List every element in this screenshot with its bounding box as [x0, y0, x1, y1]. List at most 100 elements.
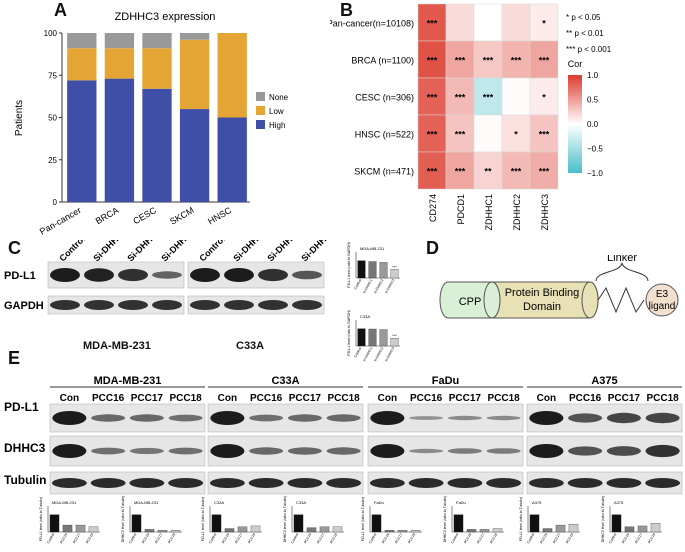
panel-a-bar-none-2 [142, 33, 172, 49]
panel-e-quant-pdl1-3-bar [568, 524, 579, 533]
panel-a-legend-swatch-none [256, 92, 265, 101]
panel-e-quant-dhhc3-0-ylabel: DHHC3 level (ratio to Tubulin) [121, 496, 125, 543]
panel-e-quant-pdl1-3-xtick-label: PCC17 [552, 532, 561, 544]
panel-a-legend-swatch-high [256, 120, 265, 129]
panel-b-cell-4-4 [529, 151, 559, 190]
panel-e-quant-pdl1-1-xtick-label: PCC16 [221, 532, 230, 544]
linker-brace [595, 262, 649, 282]
panel-e-blot-tubulin [207, 471, 364, 495]
panel-e-lane-label: Con [537, 393, 556, 404]
panel-c-band-gapdh [118, 300, 148, 310]
panel-b-cell-3-4 [529, 114, 559, 153]
panel-a-xtick-label: Pan-cancer [38, 205, 83, 237]
panel-b-cell-0-1 [445, 3, 475, 42]
panel-e-band-pdl1 [409, 416, 444, 420]
panel-c-letter: C [8, 238, 21, 258]
panel-b-sig-label: *** [483, 93, 494, 103]
cpp-segment [439, 281, 501, 319]
panel-e-quant-pdl1-0-title: MDA-MB-231 [52, 500, 77, 505]
panel-b-cell-2-2 [473, 77, 503, 116]
panel-e-lane-label: PCC18 [328, 393, 361, 404]
panel-e-lane-label: PCC17 [449, 393, 482, 404]
panel-e-quant-dhhc3-0-xtick-label: PCC17 [154, 532, 163, 544]
panel-e-band-dhhc3 [370, 444, 405, 458]
panel-c-band-pdl1 [190, 268, 220, 282]
panel-e-quant-pdl1-2-bar [371, 514, 382, 533]
panel-c-protein-pdl1: PD-L1 [4, 270, 36, 282]
panel-e-quant-dhhc3-3-xtick-label: PCC18 [647, 532, 656, 544]
panel-b-cell-0-4 [529, 3, 559, 42]
panel-e-quant-dhhc3-1-xtick-label: PCC17 [316, 532, 325, 544]
panel-c-quant-c33a-bar [390, 338, 399, 347]
panel-b-cell-4-1 [445, 151, 475, 190]
panel-c-quant-mda-bar [379, 262, 388, 279]
panel-e-quant-pdl1-1-xtick-label: PCC17 [234, 532, 243, 544]
panel-e-quant-pdl1-0-bar [49, 514, 60, 533]
panel-e-lane-label: PCC18 [170, 393, 203, 404]
panel-e-quant-pdl1-2-xtick-label: PCC17 [394, 532, 403, 544]
panel-b-cell-1-4 [529, 40, 559, 79]
panel-e-quant-dhhc3-3-bar [611, 514, 622, 533]
panel-e-band-pdl1 [326, 414, 361, 422]
panel-e-band-tubulin [129, 478, 165, 488]
panel-e-band-tubulin [369, 478, 405, 488]
panel-b-sig-label: *** [427, 130, 438, 140]
panel-e-quant-pdl1-3-bar [542, 528, 553, 533]
panel-e-quant-pdl1-2-bar [384, 530, 395, 533]
panel-c-band-gapdh [224, 300, 254, 310]
panel-e-quant-dhhc3-2-bar [492, 528, 503, 533]
panel-e-quant-dhhc3-2-bar [453, 514, 464, 533]
panel-e-quant-pdl1-1-xtick-label: Control [208, 532, 217, 544]
panel-e-band-pdl1 [287, 414, 322, 422]
panel-e-quant-dhhc3-1-title: C33A [296, 500, 306, 505]
panel-e-lane-label: Con [218, 393, 237, 404]
panel-a-ytick-label: 50 [48, 114, 57, 123]
panel-a-bar-low-2 [142, 48, 172, 89]
panel-d-protac-diagram: CPP Protein Binding Domain Linker E3 lig… [439, 255, 679, 319]
panel-e-quant-dhhc3-2-bar [466, 529, 477, 533]
panel-c-band-gapdh [84, 300, 114, 310]
e3-label-1: E3 [656, 289, 669, 300]
panel-e-quant-pdl1-0-ylabel: PD-L1 level (ratio to Tubulin) [39, 497, 43, 541]
panel-e-band-pdl1 [129, 414, 164, 422]
panel-b-col-label: ZDHHC1 [484, 194, 494, 231]
panel-b-sig-label: *** [427, 56, 438, 66]
panel-e-quant-dhhc3-3-title: A375 [614, 500, 624, 505]
panel-e-quant-dhhc3-0-xtick-label: PCC16 [141, 532, 150, 544]
pbd-label-2: Domain [523, 301, 561, 313]
panel-e-band-tubulin [528, 478, 564, 488]
panel-e-quant-dhhc3-0-bar [131, 514, 142, 533]
panel-b-sig-label: *** [427, 93, 438, 103]
panel-b-sig-note: ** p < 0.01 [566, 29, 604, 38]
panel-e-band-pdl1 [529, 411, 564, 425]
panel-e-quant-dhhc3-2-bar [479, 529, 490, 533]
panel-e-quant-pdl1-2-xtick-label: PCC16 [381, 532, 390, 544]
panel-e-band-dhhc3 [568, 446, 603, 456]
panel-a-xtick-label: BRCA [94, 205, 121, 226]
panel-a-legend-label: High [269, 121, 285, 130]
panel-e-quant-dhhc3-3-bar [637, 525, 648, 533]
panel-e-band-pdl1 [168, 414, 203, 422]
panel-c-band-pdl1 [50, 268, 80, 282]
panel-a-bar-low-0 [67, 48, 97, 81]
panel-e-quant-dhhc3-1-bar [306, 527, 317, 533]
panel-e-blot-tubulin [49, 471, 206, 495]
panel-b-row-label: SKCM (n=471) [354, 167, 414, 177]
panel-e-quant-pdl1-1-bar [237, 526, 248, 533]
panel-c-cellline-c33a: C33A [236, 340, 265, 352]
pbd-label-1: Protein Binding [505, 287, 580, 299]
panel-e-blot-tubulin [367, 471, 524, 495]
panel-e-quant-pdl1-0-xtick-label: PCC18 [85, 532, 94, 544]
panel-e-band-dhhc3 [409, 448, 444, 454]
panel-c-quant-c33a-title: C33A [360, 314, 370, 319]
panel-b-cell-3-2 [473, 114, 503, 153]
panel-e-band-pdl1 [91, 414, 126, 422]
panel-c-blot-gapdh-0 [47, 295, 185, 315]
panel-c-quant-c33a-ylabel: PD-L1 level (ratio to GAPDH) [347, 310, 351, 356]
panel-e-quant-pdl1-2-bar [410, 530, 421, 533]
panel-c-band-gapdh [152, 300, 182, 310]
panel-c-quant-c33a-xtick-label: si-DHHC1 [362, 346, 373, 362]
panel-e-quant-pdl1-1-title: C33A [214, 500, 224, 505]
panel-e-quant-pdl1-0-bar [88, 526, 99, 533]
